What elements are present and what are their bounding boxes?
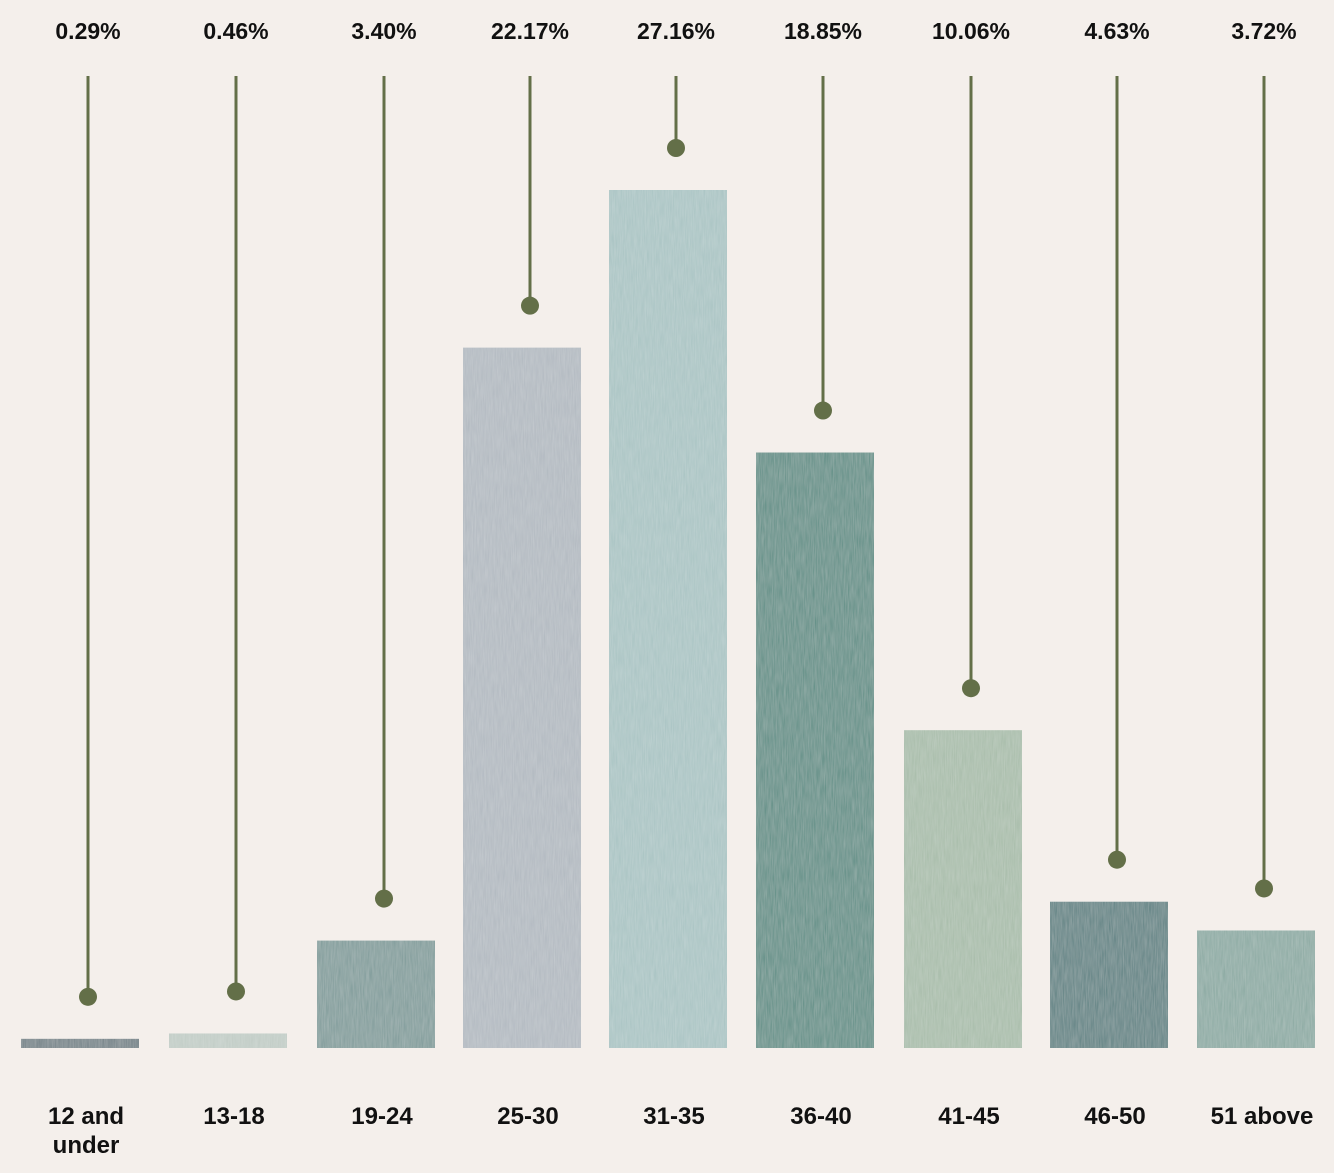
- category-label-0: 12 and under: [48, 1103, 124, 1159]
- bar-3: [463, 347, 581, 1048]
- category-label-5: 36-40: [790, 1103, 851, 1130]
- bar-0: [21, 1038, 139, 1048]
- bar-1: [169, 1033, 287, 1048]
- value-label-6: 10.06%: [932, 18, 1010, 44]
- leader-dot-6: [962, 679, 980, 698]
- bar-6: [904, 730, 1022, 1048]
- category-label-3: 25-30: [497, 1103, 558, 1130]
- leader-dot-8: [1255, 879, 1273, 898]
- value-label-5: 18.85%: [784, 18, 862, 44]
- category-label-2: 19-24: [351, 1103, 413, 1130]
- leader-dot-5: [814, 401, 832, 420]
- value-label-4: 27.16%: [637, 18, 715, 44]
- value-labels: 0.29% 0.46% 3.40% 22.17% 27.16% 18.85% 10.06% 4…: [55, 18, 1296, 44]
- leader-lines: [79, 76, 1273, 1006]
- value-label-0: 0.29%: [55, 18, 120, 44]
- category-label-8: 51 above: [1211, 1103, 1314, 1130]
- value-label-7: 4.63%: [1084, 18, 1149, 44]
- category-label-1: 13-18: [203, 1103, 264, 1130]
- category-label-4: 31-35: [643, 1103, 704, 1130]
- bars: [21, 190, 1315, 1048]
- bar-2: [317, 940, 435, 1048]
- category-labels: 12 and under 13-18 19-24 25-30 31-35 36-40 41-4…: [48, 1103, 1313, 1159]
- value-label-1: 0.46%: [203, 18, 268, 44]
- leader-dot-0: [79, 987, 97, 1006]
- value-label-3: 22.17%: [491, 18, 569, 44]
- value-label-2: 3.40%: [351, 18, 416, 44]
- leader-dot-3: [521, 296, 539, 315]
- bar-4: [609, 190, 727, 1048]
- leader-dot-2: [375, 889, 393, 908]
- leader-dot-4: [667, 139, 685, 157]
- value-label-8: 3.72%: [1231, 18, 1296, 44]
- category-label-6: 41-45: [938, 1103, 999, 1130]
- category-label-7: 46-50: [1084, 1103, 1145, 1130]
- bar-5: [756, 452, 874, 1048]
- bar-7: [1050, 901, 1168, 1048]
- leader-dot-1: [227, 982, 245, 1001]
- leader-dot-7: [1108, 850, 1126, 869]
- bar-8: [1197, 930, 1315, 1048]
